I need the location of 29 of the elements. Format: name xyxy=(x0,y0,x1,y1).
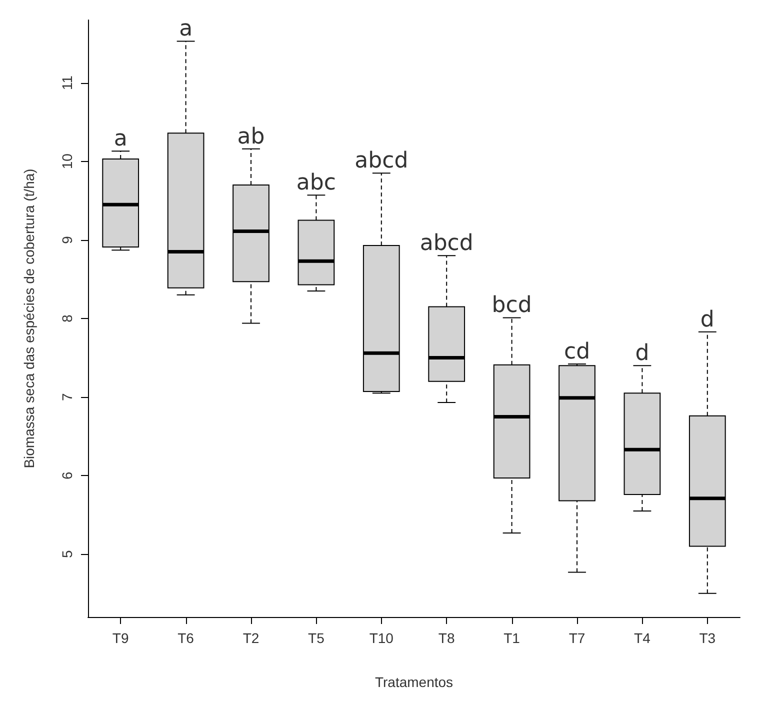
annotation: a xyxy=(114,126,128,152)
y-tick-label: 5 xyxy=(59,550,75,558)
x-tick-label: T5 xyxy=(308,630,325,646)
annotation: ab xyxy=(237,124,265,150)
x-tick-label: T10 xyxy=(369,630,394,646)
x-tick-label: T7 xyxy=(568,630,586,646)
x-tick-label: T3 xyxy=(699,630,716,646)
y-axis-title: Biomassa seca das espécies de cobertura (t/ha) xyxy=(21,168,37,468)
annotation: d xyxy=(700,307,714,332)
x-tick-label: T9 xyxy=(112,630,129,646)
annotation: bcd xyxy=(492,293,532,318)
annotation: abc xyxy=(296,170,336,196)
annotation: abcd xyxy=(420,231,474,256)
x-tick-label: T1 xyxy=(504,630,520,646)
annotation: cd xyxy=(564,340,590,365)
y-tick-label: 8 xyxy=(59,314,75,322)
annotation: d xyxy=(635,341,650,366)
y-tick-label: 10 xyxy=(59,153,75,170)
x-tick-label: T4 xyxy=(634,630,651,646)
annotation: a xyxy=(179,16,193,42)
x-tick-label: T2 xyxy=(242,630,260,646)
x-tick-label: T6 xyxy=(178,630,194,646)
annotation: abcd xyxy=(354,148,408,174)
y-tick-label: 7 xyxy=(59,392,75,401)
y-tick-label: 9 xyxy=(59,236,75,244)
x-axis-title: Tratamentos xyxy=(374,674,454,690)
y-tick-label: 6 xyxy=(59,472,75,480)
x-tick-label: T8 xyxy=(438,630,455,646)
y-tick-label: 11 xyxy=(59,75,75,90)
